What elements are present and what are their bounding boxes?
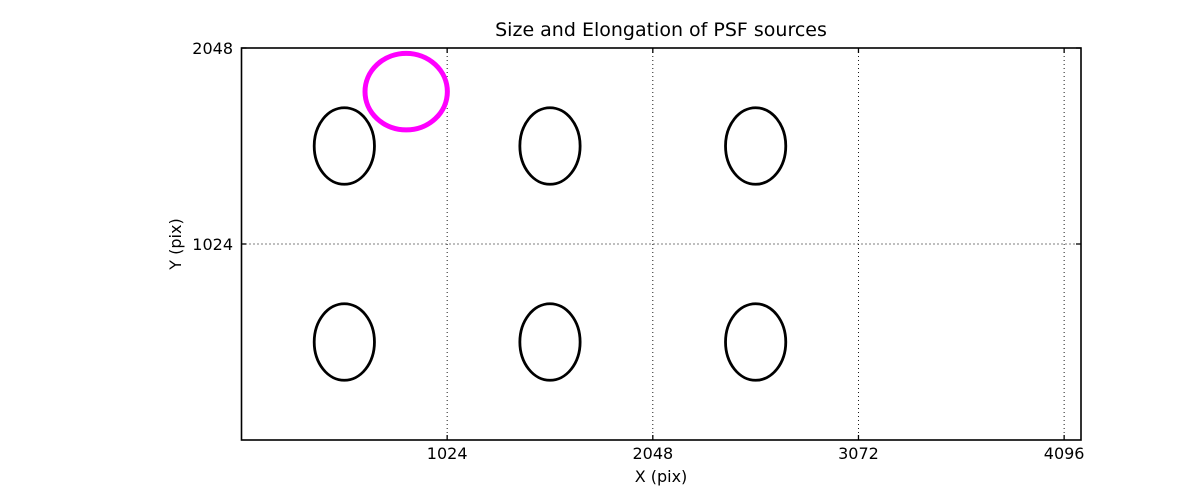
psf-source-ellipse [312, 106, 376, 186]
psf-source-ellipse [724, 106, 788, 186]
chart-title: Size and Elongation of PSF sources [495, 19, 827, 41]
x-tick-label: 3072 [838, 444, 879, 463]
psf-source-ellipse [724, 302, 788, 382]
x-tick-label: 4096 [1044, 444, 1085, 463]
axes-frame [240, 47, 1082, 441]
highlighted-source-ellipse [362, 50, 450, 133]
x-tick-label: 2048 [632, 444, 673, 463]
x-axis-label: X (pix) [634, 467, 688, 486]
psf-source-ellipse [518, 302, 582, 382]
psf-source-ellipse [518, 106, 582, 186]
y-axis-label: Y (pix) [166, 218, 185, 270]
y-tick-label: 2048 [192, 39, 233, 58]
y-tick-label: 1024 [192, 235, 233, 254]
psf-source-ellipse [312, 302, 376, 382]
x-tick-label: 1024 [427, 444, 468, 463]
